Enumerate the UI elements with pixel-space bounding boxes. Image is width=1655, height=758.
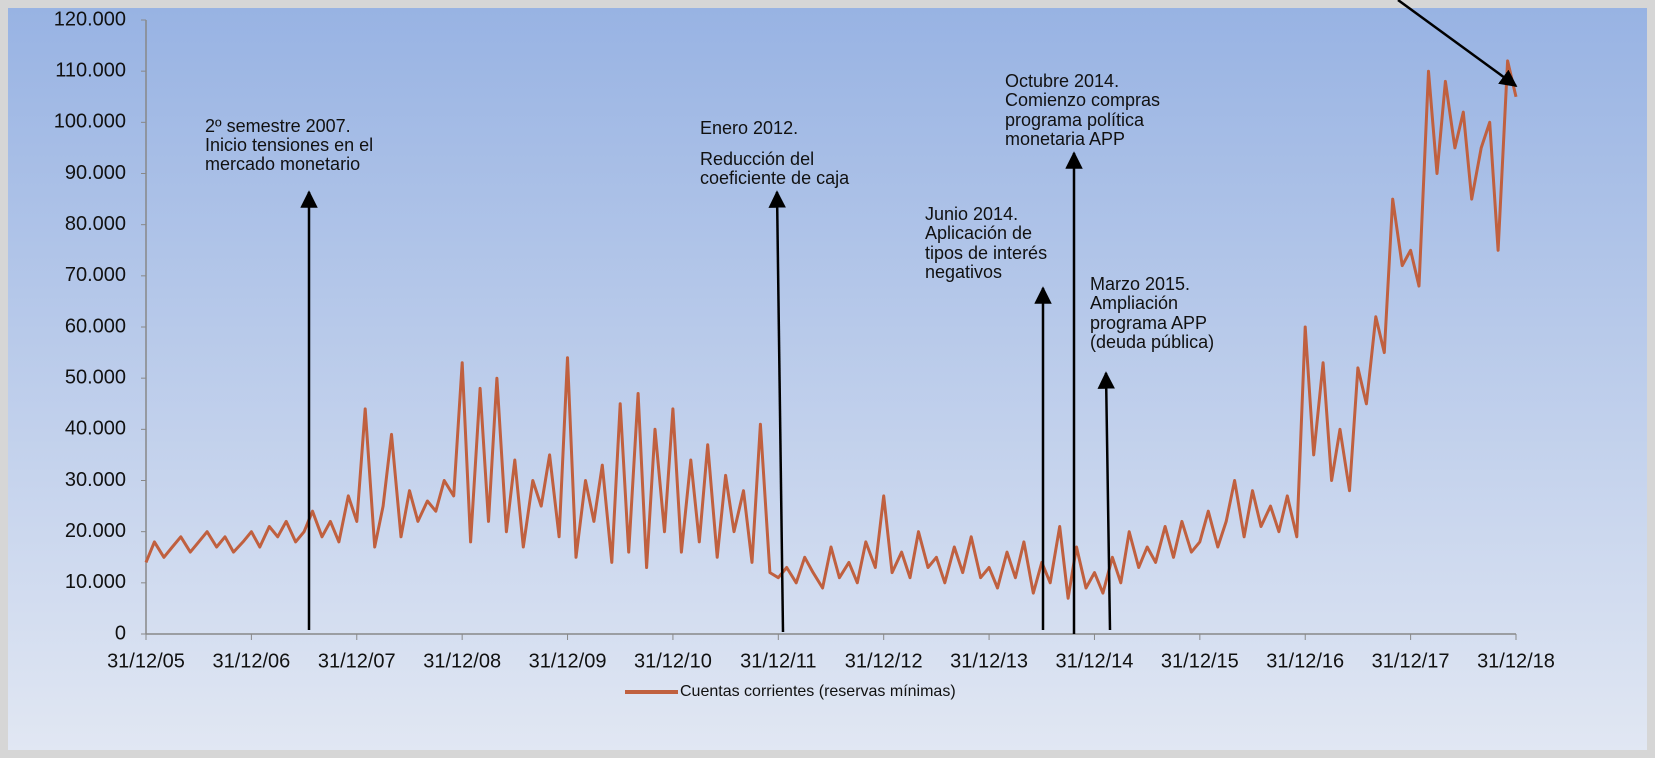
annotation: Comienzo compras bbox=[1005, 90, 1160, 110]
annotation: Marzo 2015. bbox=[1090, 274, 1190, 294]
annotation-arrow bbox=[1397, 0, 1518, 88]
annotation: 2º semestre 2007. bbox=[205, 116, 351, 136]
y-tick-label: 90.000 bbox=[65, 162, 126, 184]
annotation: programa APP bbox=[1090, 313, 1207, 333]
annotation: programa política bbox=[1005, 110, 1145, 130]
y-tick-label: 80.000 bbox=[65, 213, 126, 235]
annotation: Enero 2012. bbox=[700, 118, 798, 138]
x-tick-label: 31/12/06 bbox=[212, 650, 290, 672]
x-tick-label: 31/12/14 bbox=[1056, 650, 1134, 672]
x-tick-label: 31/12/15 bbox=[1161, 650, 1239, 672]
y-tick-label: 60.000 bbox=[65, 315, 126, 337]
x-tick-label: 31/12/17 bbox=[1372, 650, 1450, 672]
x-tick-label: 31/12/10 bbox=[634, 650, 712, 672]
legend-label: Cuentas corrientes (reservas mínimas) bbox=[680, 683, 956, 700]
annotation: Octubre 2014. bbox=[1005, 71, 1119, 91]
annotation: mercado monetario bbox=[205, 154, 360, 174]
annotation: Inicio tensiones en el bbox=[205, 135, 373, 155]
annotation: negativos bbox=[925, 262, 1002, 282]
annotation: Aplicación de bbox=[925, 223, 1032, 243]
annotation: Ampliación bbox=[1090, 293, 1178, 313]
annotation-arrow bbox=[1097, 371, 1115, 631]
y-tick-label: 110.000 bbox=[55, 59, 126, 81]
annotation: coeficiente de caja bbox=[700, 168, 850, 188]
annotation: (deuda pública) bbox=[1090, 332, 1214, 352]
annotation: Reducción del bbox=[700, 149, 814, 169]
x-tick-label: 31/12/11 bbox=[740, 650, 816, 672]
x-tick-label: 31/12/18 bbox=[1477, 650, 1555, 672]
annotation: monetaria APP bbox=[1005, 129, 1125, 149]
annotation-arrow bbox=[768, 190, 786, 633]
y-tick-label: 10.000 bbox=[65, 571, 126, 593]
y-tick-label: 40.000 bbox=[65, 418, 126, 440]
annotation: Junio 2014. bbox=[925, 204, 1018, 224]
x-tick-label: 31/12/09 bbox=[529, 650, 607, 672]
x-tick-label: 31/12/13 bbox=[950, 650, 1028, 672]
y-tick-label: 30.000 bbox=[65, 469, 126, 491]
y-tick-label: 50.000 bbox=[65, 366, 126, 388]
y-tick-label: 0 bbox=[115, 622, 126, 644]
x-tick-label: 31/12/12 bbox=[845, 650, 923, 672]
y-tick-label: 20.000 bbox=[65, 520, 126, 542]
background bbox=[8, 8, 1647, 750]
y-tick-label: 120.000 bbox=[54, 8, 126, 30]
x-tick-label: 31/12/07 bbox=[318, 650, 396, 672]
annotation: tipos de interés bbox=[925, 243, 1047, 263]
data-line bbox=[144, 59, 1518, 600]
y-tick-label: 100.000 bbox=[54, 111, 126, 133]
x-tick-label: 31/12/08 bbox=[423, 650, 501, 672]
y-tick-label: 70.000 bbox=[65, 264, 126, 286]
x-tick-label: 31/12/05 bbox=[107, 650, 185, 672]
x-tick-label: 31/12/16 bbox=[1266, 650, 1344, 672]
